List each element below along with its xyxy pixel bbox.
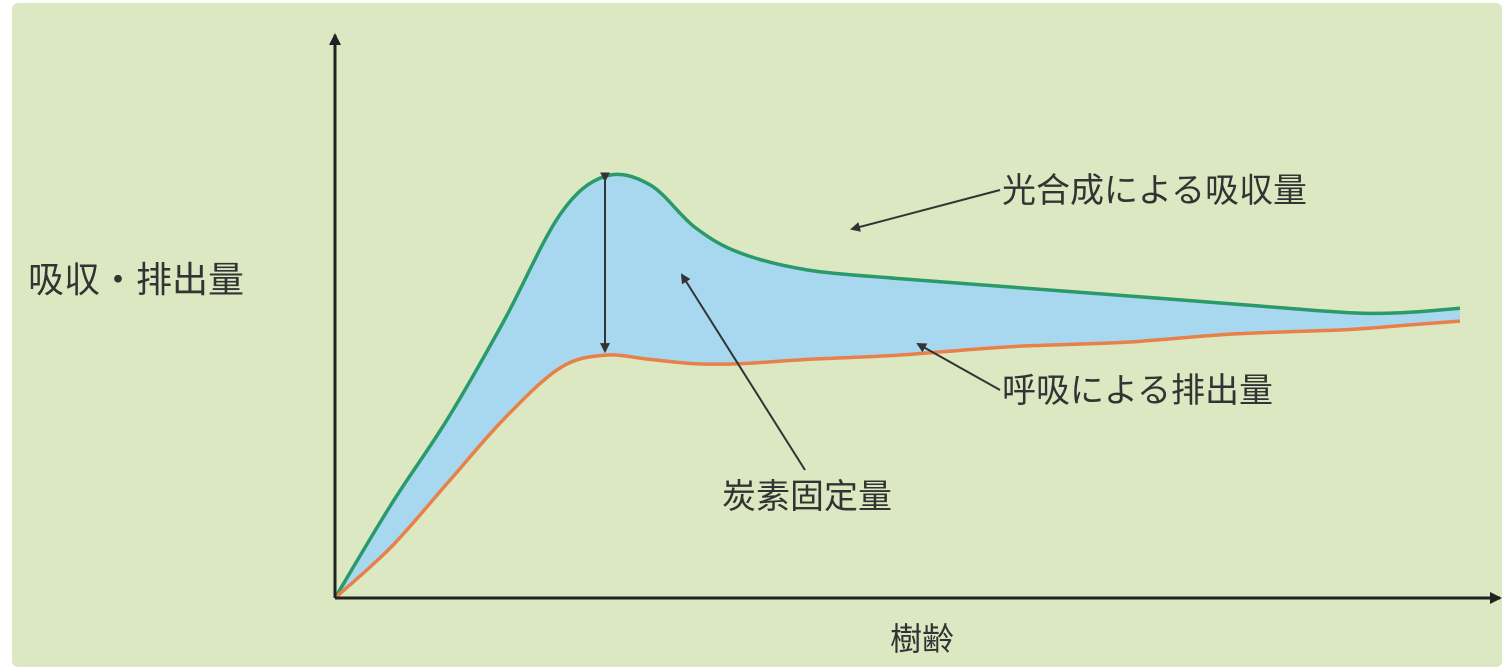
carbon-fixation-area: [335, 174, 1460, 598]
annotation-photosynthesis-text: 光合成による吸収量: [1002, 171, 1307, 211]
annotation-carbon-fixation-text: 炭素固定量: [722, 477, 892, 517]
annotation-respiration-pointer: [916, 343, 1001, 391]
annotation-respiration-text: 呼吸による排出量: [1002, 371, 1273, 411]
series-line-photosynthesis: [333, 172, 1461, 599]
annotation-photosynthesis-pointer: [850, 189, 1001, 232]
annotation-photosynthesis: 光合成による吸収量: [850, 171, 1307, 232]
annotation-carbon-fixation: 炭素固定量: [680, 273, 892, 517]
series-line-respiration: [333, 319, 1461, 600]
y-axis-label: 吸収・排出量: [28, 260, 244, 301]
annotation-respiration: 呼吸による排出量: [916, 343, 1273, 411]
annotation-carbon-fixation-pointer: [680, 273, 806, 471]
x-axis-label: 樹齢: [890, 620, 954, 658]
